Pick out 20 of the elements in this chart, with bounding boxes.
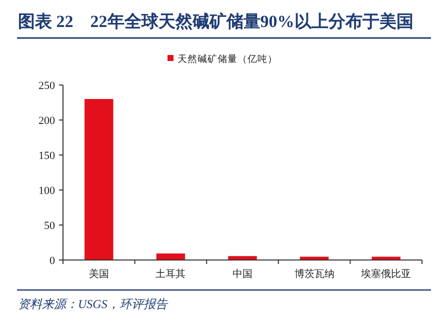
y-tick-label: 250 bbox=[38, 80, 56, 92]
text: 资料来源：USGS，环评报告 bbox=[18, 297, 168, 311]
bar bbox=[228, 256, 257, 260]
legend-label: 天然碱矿储量（亿吨） bbox=[178, 53, 278, 65]
bar bbox=[84, 99, 114, 260]
chart-title: 图表 22 22年全球天然碱矿储量90%以上分布于美国 bbox=[18, 12, 414, 31]
y-tick-label: 200 bbox=[38, 115, 56, 127]
x-tick-label: 中国 bbox=[232, 268, 252, 280]
bar bbox=[372, 256, 400, 260]
x-tick-label: 土耳其 bbox=[156, 268, 186, 280]
legend: 天然碱矿储量（亿吨） bbox=[168, 55, 278, 65]
x-tick-label: 埃塞俄比亚 bbox=[360, 268, 412, 280]
y-tick-label: 0 bbox=[50, 255, 56, 267]
y-tick-label: 50 bbox=[44, 220, 56, 232]
x-tick-label: 博茨瓦纳 bbox=[294, 268, 334, 280]
y-tick-label: 100 bbox=[38, 185, 56, 197]
y-tick-label: 150 bbox=[38, 150, 56, 162]
x-tick-label: 美国 bbox=[88, 268, 109, 280]
bar bbox=[156, 253, 186, 260]
bar bbox=[300, 256, 329, 260]
